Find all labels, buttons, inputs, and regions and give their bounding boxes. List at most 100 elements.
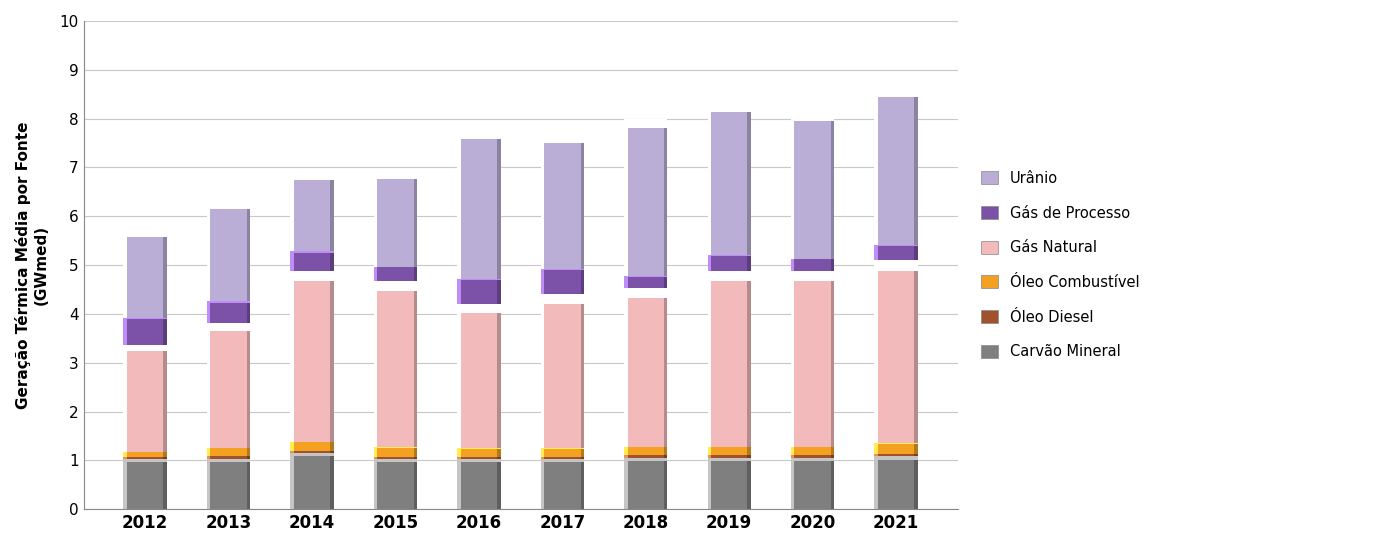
Bar [290,442,333,451]
Legend: Urânio, Gás de Processo, Gás Natural, Óleo Combustível, Óleo Diesel, Carvão Mine: Urânio, Gás de Processo, Gás Natural, Ól… [973,164,1147,366]
Bar [457,304,500,313]
Bar [790,112,835,121]
Bar [206,459,210,509]
Bar [123,452,127,457]
Bar [330,442,333,451]
Bar [123,345,167,351]
Bar [374,281,378,447]
Bar [457,457,500,459]
Bar [747,271,751,447]
Bar [874,260,878,443]
Bar [708,255,751,271]
Bar [206,456,250,459]
Bar [290,176,333,252]
Bar [414,459,417,509]
Bar [790,112,795,259]
Bar [498,448,500,457]
Bar [206,447,210,456]
Bar [625,119,668,128]
Bar [831,458,835,509]
Bar [625,276,627,288]
Bar [457,457,460,459]
Bar [374,459,417,462]
Bar [374,281,417,447]
Bar [625,456,668,458]
Bar [874,443,917,454]
Bar [290,252,294,271]
Bar [457,448,500,457]
Bar [206,447,250,456]
Bar [374,266,417,267]
Bar [290,453,294,509]
Bar [374,174,378,266]
Bar [247,323,250,447]
Bar [123,232,167,237]
Bar [457,304,500,448]
Bar [874,456,917,509]
Bar [541,294,544,448]
Bar [457,130,500,279]
Bar [414,266,417,281]
Bar [206,301,250,302]
Bar [625,276,668,277]
Bar [747,447,751,456]
Bar [541,457,584,459]
Bar [330,453,333,509]
Bar [874,456,917,459]
Bar [247,447,250,456]
Bar [874,454,878,456]
Bar [290,252,333,253]
Bar [247,459,250,509]
Bar [625,447,627,456]
Bar [414,174,417,266]
Bar [330,176,333,252]
Bar [290,453,333,456]
Bar [580,269,584,294]
Bar [708,103,751,255]
Bar [206,203,250,210]
Bar [457,459,500,509]
Bar [664,119,668,276]
Bar [790,458,795,509]
Bar [874,88,917,245]
Bar [831,259,835,271]
Bar [914,88,917,245]
Bar [290,176,333,181]
Bar [123,459,127,509]
Bar [206,301,250,323]
Bar [457,459,500,462]
Bar [708,458,751,461]
Bar [747,456,751,458]
Bar [123,459,167,462]
Bar [580,457,584,459]
Bar [374,281,417,291]
Bar [498,130,500,279]
Bar [708,271,751,282]
Bar [457,279,460,304]
Bar [541,269,584,271]
Bar [247,301,250,323]
Bar [123,457,127,459]
Bar [914,454,917,456]
Bar [163,459,167,509]
Bar [708,456,711,458]
Bar [290,442,294,451]
Bar [123,318,127,345]
Bar [914,443,917,454]
Bar [123,345,127,452]
Bar [290,271,333,442]
Bar [457,304,460,448]
Bar [498,457,500,459]
Bar [374,174,417,179]
Bar [914,456,917,509]
Bar [374,266,417,281]
Bar [790,271,795,447]
Bar [123,345,167,452]
Bar [541,459,584,462]
Bar [290,176,294,252]
Bar [414,281,417,447]
Bar [374,266,378,281]
Bar [541,135,544,269]
Bar [790,456,795,458]
Bar [747,458,751,509]
